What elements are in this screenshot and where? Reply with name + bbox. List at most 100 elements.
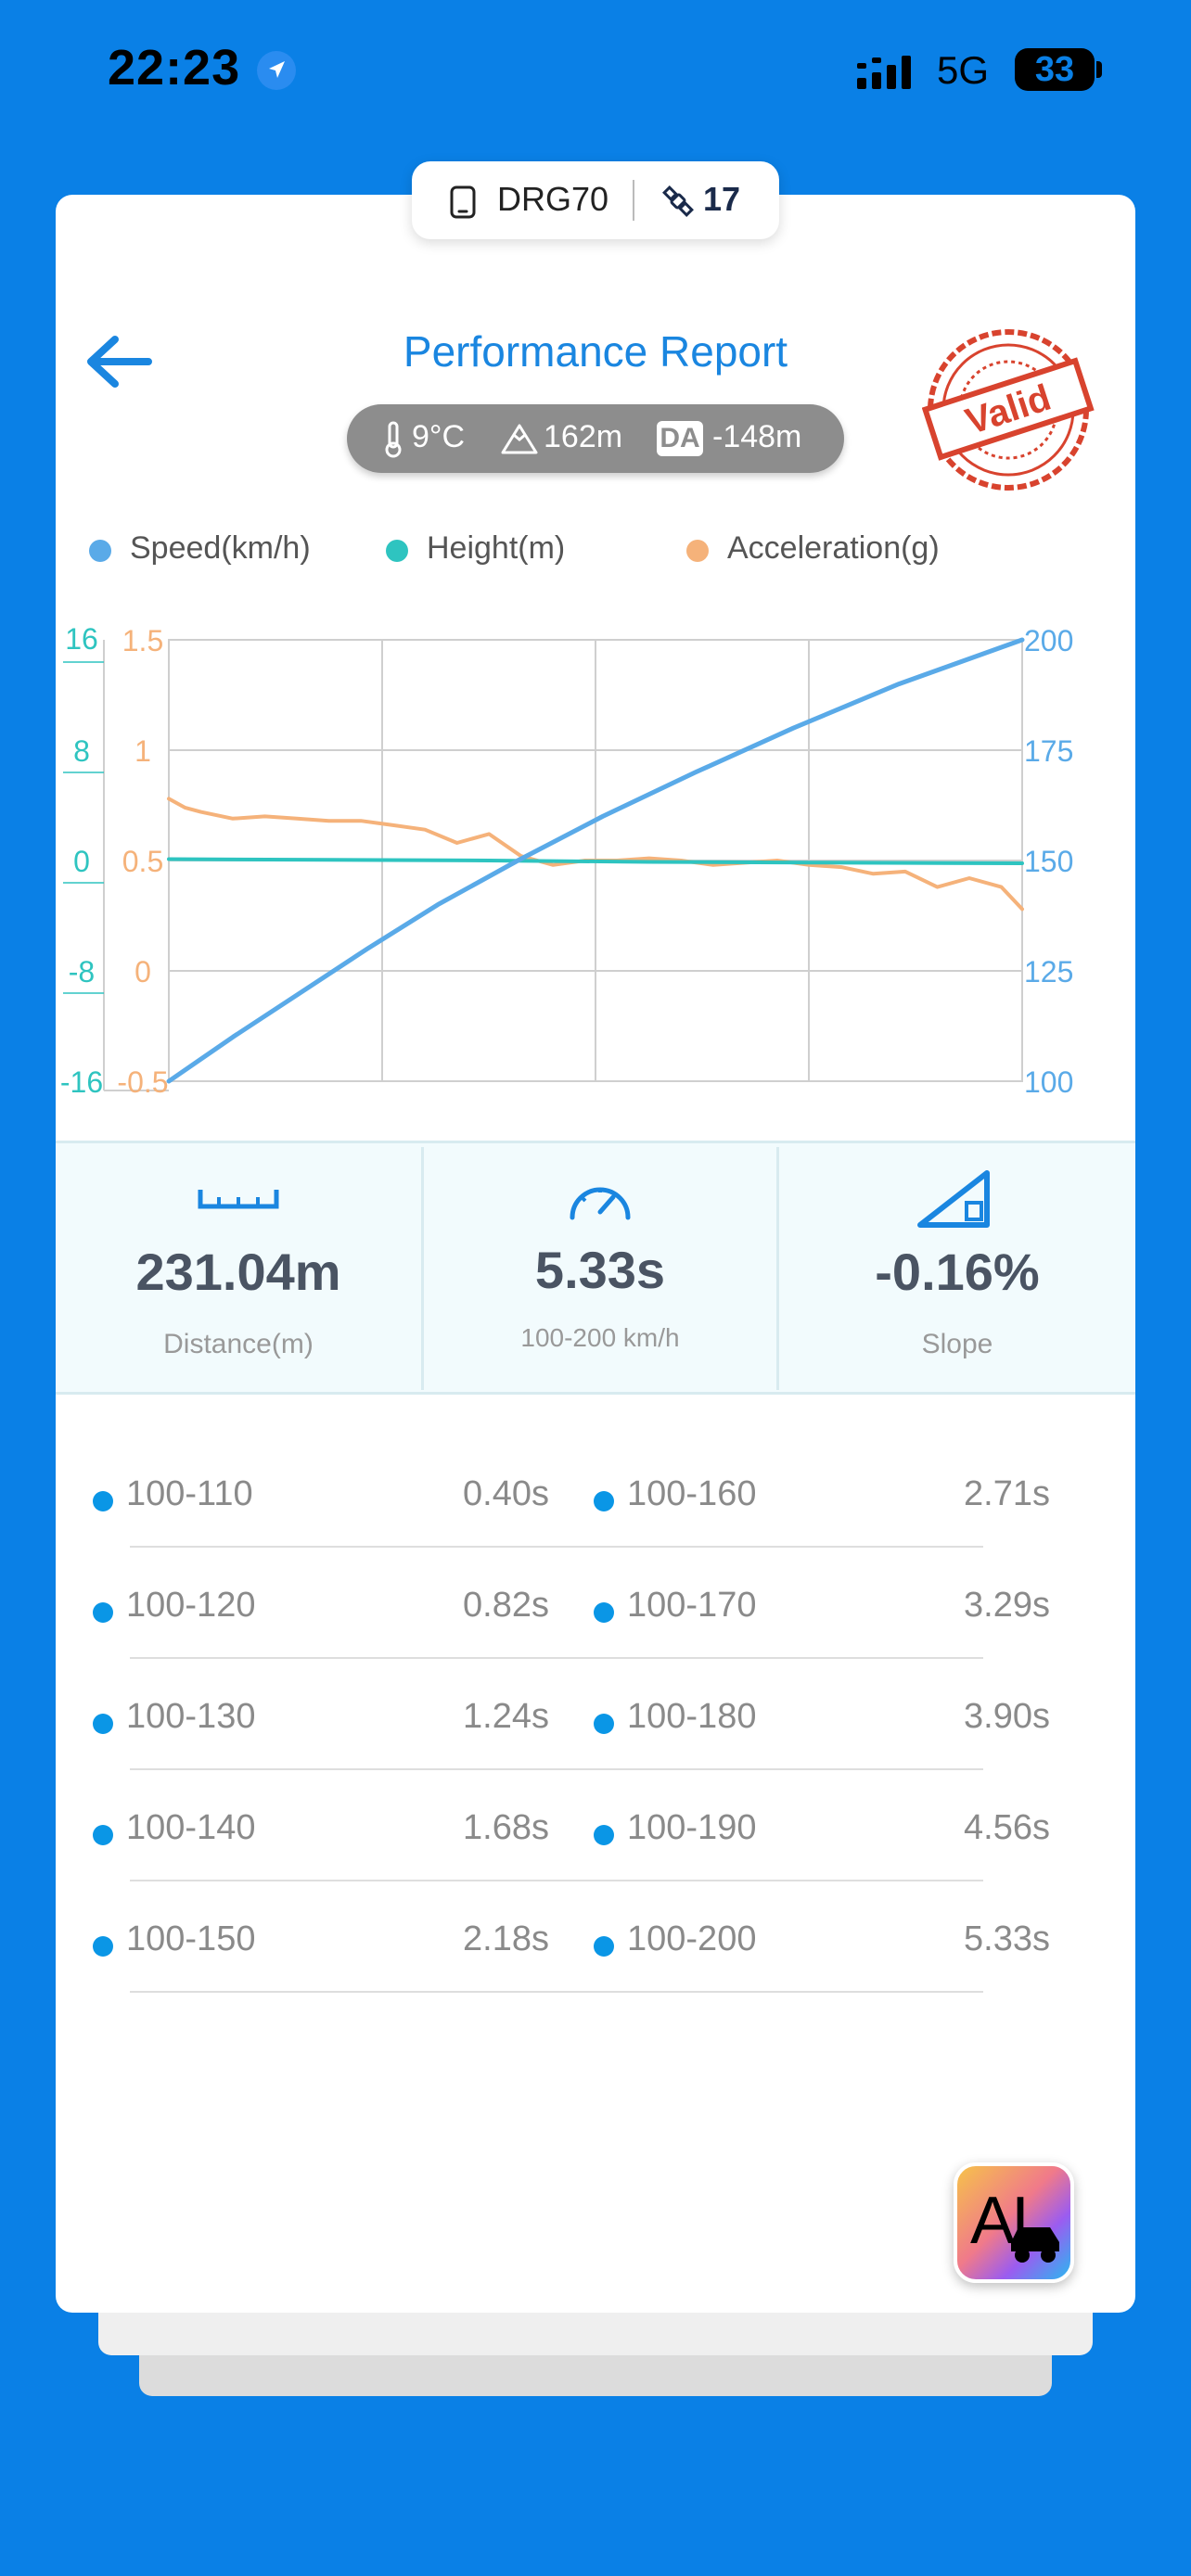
split-time: 0.40s bbox=[463, 1474, 549, 1513]
split-time: 1.24s bbox=[463, 1697, 549, 1736]
split-bullet bbox=[93, 1491, 113, 1511]
conditions-pill: 9°C 162m DA -148m bbox=[347, 404, 844, 473]
device-name: DRG70 bbox=[497, 180, 609, 218]
ai-assistant-button[interactable]: AI bbox=[954, 2162, 1074, 2283]
split-divider bbox=[130, 1991, 983, 1993]
satellite-count: 17 bbox=[703, 180, 741, 218]
slope-value: -0.16% bbox=[875, 1243, 1040, 1301]
back-arrow-icon[interactable] bbox=[83, 332, 154, 391]
time-value: 5.33s bbox=[534, 1241, 666, 1299]
status-time: 22:23 bbox=[108, 40, 241, 96]
device-pill[interactable]: DRG70 17 bbox=[412, 161, 779, 239]
ruler-icon bbox=[198, 1190, 279, 1209]
phone-icon bbox=[450, 185, 476, 219]
split-time: 5.33s bbox=[964, 1919, 1050, 1958]
split-divider bbox=[130, 1657, 983, 1659]
speed-tick-label: 175 bbox=[1024, 734, 1073, 768]
speed-series-line bbox=[166, 637, 1025, 1084]
height-tick-label: -8 bbox=[69, 955, 95, 988]
height-tick-label: -16 bbox=[60, 1065, 103, 1094]
legend-speed-label: Speed(km/h) bbox=[130, 530, 311, 566]
battery-level: 33 bbox=[1034, 50, 1075, 89]
split-range: 100-140 bbox=[126, 1808, 256, 1847]
density-altitude-value: -148m bbox=[712, 419, 802, 454]
battery-cap bbox=[1096, 61, 1102, 78]
pill-divider bbox=[633, 180, 634, 221]
speedometer-icon bbox=[570, 1187, 631, 1220]
performance-chart[interactable]: 16 1.5 200 8 1 175 0 0.5 150 -8 0 125 -16 -0.5 100 bbox=[56, 593, 1135, 1094]
split-row: 100-130 1.24s bbox=[93, 1697, 549, 1753]
acceleration-tick-label: 1 bbox=[134, 734, 151, 768]
split-range: 100-200 bbox=[627, 1919, 757, 1958]
signal-bars-icon bbox=[857, 56, 911, 89]
split-range: 100-190 bbox=[627, 1808, 757, 1847]
speed-tick-label: 150 bbox=[1024, 845, 1073, 878]
split-row: 100-200 5.33s bbox=[594, 1919, 1050, 1975]
split-row: 100-170 3.29s bbox=[594, 1586, 1050, 1641]
page-title: Performance Report bbox=[403, 327, 788, 376]
split-time: 3.90s bbox=[964, 1697, 1050, 1736]
split-bullet bbox=[594, 1825, 614, 1845]
stat-time: 5.33s 100-200 km/h bbox=[424, 1143, 776, 1392]
legend-height-dot bbox=[386, 540, 408, 562]
split-range: 100-130 bbox=[126, 1697, 256, 1736]
split-bullet bbox=[93, 1825, 113, 1845]
split-bullet bbox=[93, 1714, 113, 1734]
height-series-line bbox=[167, 857, 1024, 865]
split-divider bbox=[130, 1546, 983, 1548]
split-bullet bbox=[594, 1714, 614, 1734]
stats-panel: 231.04m Distance(m) 5.33s 100-200 km/h -… bbox=[56, 1141, 1135, 1395]
distance-value: 231.04m bbox=[135, 1243, 341, 1301]
split-time: 0.82s bbox=[463, 1586, 549, 1625]
stat-divider bbox=[421, 1147, 424, 1390]
split-time: 2.18s bbox=[463, 1919, 549, 1958]
height-tick-label: 0 bbox=[73, 845, 90, 878]
split-range: 100-110 bbox=[126, 1474, 253, 1513]
split-divider bbox=[130, 1880, 983, 1881]
split-range: 100-120 bbox=[126, 1586, 256, 1625]
split-range: 100-160 bbox=[627, 1474, 757, 1513]
split-time: 2.71s bbox=[964, 1474, 1050, 1513]
legend-speed-dot bbox=[89, 540, 111, 562]
split-time: 4.56s bbox=[964, 1808, 1050, 1847]
split-row: 100-110 0.40s bbox=[93, 1474, 549, 1530]
split-row: 100-160 2.71s bbox=[594, 1474, 1050, 1530]
split-bullet bbox=[93, 1602, 113, 1623]
split-bullet bbox=[594, 1491, 614, 1511]
status-bar: 22:23 5G 33 bbox=[0, 0, 1191, 139]
acceleration-tick-label: -0.5 bbox=[117, 1065, 168, 1094]
split-bullet bbox=[594, 1602, 614, 1623]
distance-label: Distance(m) bbox=[163, 1329, 314, 1359]
stat-slope: -0.16% Slope bbox=[779, 1143, 1135, 1392]
acceleration-tick-label: 1.5 bbox=[122, 624, 163, 657]
speed-tick-label: 100 bbox=[1024, 1065, 1073, 1094]
network-type: 5G bbox=[937, 48, 990, 92]
split-row: 100-150 2.18s bbox=[93, 1919, 549, 1975]
stat-distance: 231.04m Distance(m) bbox=[56, 1143, 421, 1392]
thermometer-icon bbox=[385, 421, 402, 458]
split-row: 100-190 4.56s bbox=[594, 1808, 1050, 1864]
split-range: 100-170 bbox=[627, 1586, 757, 1625]
height-tick-label: 16 bbox=[65, 622, 98, 656]
slope-icon bbox=[917, 1170, 990, 1228]
valid-stamp-icon: Valid bbox=[922, 329, 1095, 491]
split-bullet bbox=[594, 1936, 614, 1957]
temperature-value: 9°C bbox=[412, 419, 466, 454]
mountain-icon bbox=[501, 424, 538, 454]
legend-acceleration-dot bbox=[686, 540, 709, 562]
split-divider bbox=[130, 1768, 983, 1770]
height-tick-label: 8 bbox=[73, 734, 90, 768]
density-altitude-badge: DA bbox=[657, 421, 703, 456]
split-row: 100-180 3.90s bbox=[594, 1697, 1050, 1753]
split-bullet bbox=[93, 1936, 113, 1957]
acceleration-tick-label: 0 bbox=[134, 955, 151, 988]
car-icon bbox=[1011, 2227, 1059, 2263]
split-row: 100-140 1.68s bbox=[93, 1808, 549, 1864]
split-range: 100-180 bbox=[627, 1697, 757, 1736]
acceleration-tick-label: 0.5 bbox=[122, 845, 163, 878]
legend-acceleration-label: Acceleration(g) bbox=[727, 530, 940, 566]
location-arrow-icon bbox=[257, 51, 296, 90]
battery-icon: 33 bbox=[1015, 48, 1095, 91]
split-row: 100-120 0.82s bbox=[93, 1586, 549, 1641]
split-time: 3.29s bbox=[964, 1586, 1050, 1625]
